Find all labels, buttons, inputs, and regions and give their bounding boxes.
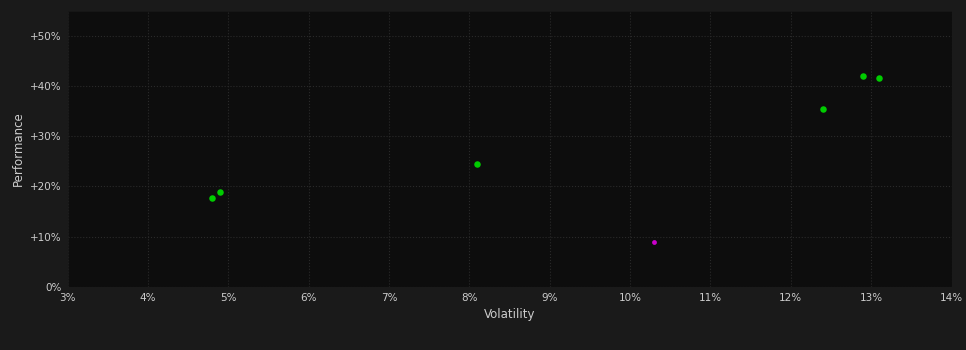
Point <box>871 76 887 81</box>
Point <box>469 161 485 167</box>
Point <box>205 195 220 200</box>
Point <box>815 106 831 111</box>
Point <box>856 73 871 79</box>
Point <box>213 190 228 195</box>
Y-axis label: Performance: Performance <box>12 111 25 186</box>
X-axis label: Volatility: Volatility <box>484 308 535 321</box>
Point <box>646 239 662 245</box>
